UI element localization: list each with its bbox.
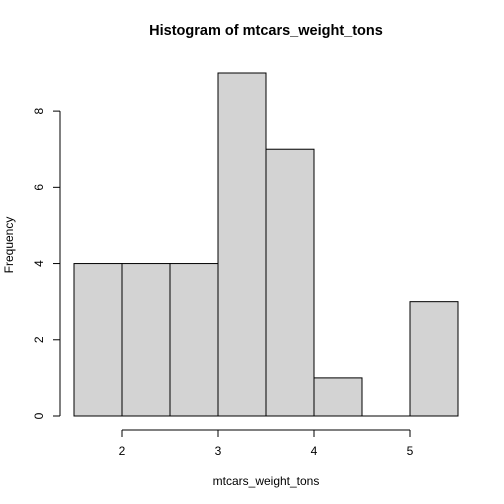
histogram-bar — [265, 148, 315, 417]
x-tick-label: 4 — [311, 444, 318, 458]
y-axis: 0 2 4 6 8 — [32, 107, 61, 419]
x-axis-label: mtcars_weight_tons — [213, 474, 320, 488]
chart-title: Histogram of mtcars_weight_tons — [149, 23, 383, 39]
histogram-bar — [169, 263, 219, 417]
bars-group — [73, 72, 459, 417]
y-tick-label: 0 — [32, 412, 46, 419]
histogram-bar — [217, 72, 267, 417]
x-tick-label: 5 — [407, 444, 414, 458]
histogram-bar — [121, 263, 171, 417]
y-tick-label: 2 — [32, 336, 46, 343]
histogram-bar — [313, 377, 363, 417]
x-tick-label: 2 — [119, 444, 126, 458]
y-tick-label: 4 — [32, 260, 46, 267]
x-tick-label: 3 — [215, 444, 222, 458]
histogram-bar — [409, 301, 459, 417]
histogram-bar — [73, 263, 123, 417]
y-tick-label: 8 — [32, 107, 46, 114]
y-axis-label: Frequency — [2, 217, 16, 274]
y-tick-label: 6 — [32, 184, 46, 191]
x-axis: 2 3 4 5 — [119, 429, 414, 458]
